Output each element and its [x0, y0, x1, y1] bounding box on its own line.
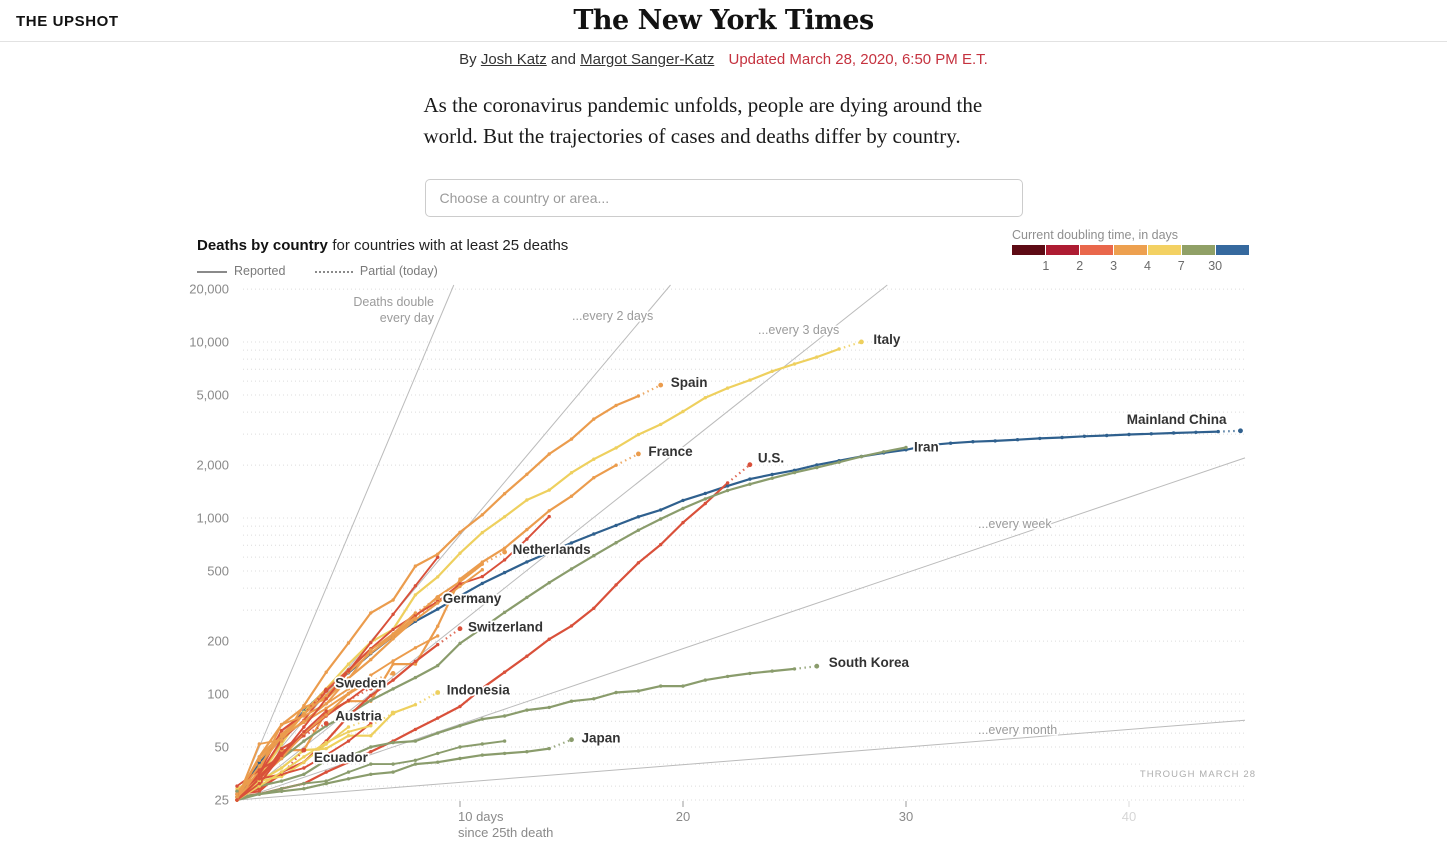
svg-text:since 25th death: since 25th death [458, 825, 553, 840]
series-italy[interactable] [236, 340, 862, 790]
doubling-tick-7: 7 [1177, 259, 1185, 273]
svg-text:...every month: ...every month [978, 723, 1057, 737]
date-annotation: THROUGH MARCH 28 [1140, 762, 1256, 783]
series-south-korea[interactable] [236, 665, 817, 793]
svg-text:200: 200 [207, 634, 229, 649]
series-unlabeled-9[interactable] [236, 635, 439, 795]
section-link-upshot[interactable]: THE UPSHOT [16, 13, 119, 30]
nyt-logo[interactable]: The New York Times [573, 5, 874, 36]
svg-text:South Korea: South Korea [829, 655, 910, 670]
svg-text:20: 20 [676, 809, 690, 824]
doubling-color-ramp [1012, 245, 1249, 255]
svg-text:...every 3 days: ...every 3 days [758, 323, 839, 337]
chart-title: Deaths by country [197, 237, 328, 254]
doubling-tick-4: 4 [1143, 259, 1151, 273]
svg-text:30: 30 [899, 809, 913, 824]
doubling-swatch-6 [1182, 245, 1215, 255]
author-link-2[interactable]: Margot Sanger-Katz [580, 51, 715, 68]
svg-text:10,000: 10,000 [189, 335, 229, 350]
gridlines [243, 288, 1246, 801]
doubling-legend-title: Current doubling time, in days [1012, 228, 1179, 242]
svg-text:100: 100 [207, 687, 229, 702]
series-iran[interactable] [236, 446, 907, 798]
doubling-swatch-7 [1216, 245, 1249, 255]
svg-text:France: France [648, 444, 693, 459]
doubling-swatch-3 [1080, 245, 1113, 255]
svg-text:U.S.: U.S. [758, 451, 784, 466]
updated-timestamp: Updated March 28, 2020, 6:50 PM E.T. [728, 51, 988, 68]
partial-label: Partial (today) [359, 264, 438, 278]
byline-prefix: By [459, 51, 477, 68]
doubling-tick-30: 30 [1208, 259, 1223, 273]
country-search-input[interactable] [424, 178, 1023, 217]
svg-text:50: 50 [215, 740, 229, 755]
doubling-time-legend: Current doubling time, in days 1 2 3 4 7 30 [1012, 228, 1249, 275]
svg-text:Spain: Spain [671, 375, 708, 390]
series-point-markers [235, 339, 1243, 802]
chart-header: Deaths by country for countries with at … [197, 237, 568, 278]
series-unlabeled-12[interactable] [236, 688, 350, 798]
partial-line-swatch [314, 270, 353, 273]
chart-subtitle: for countries with at least 25 deaths [332, 237, 569, 254]
series-us[interactable] [236, 463, 751, 799]
doubling-tick-labels: 1 2 3 4 7 30 [1012, 259, 1249, 275]
doubling-reference-labels: Deaths double every day ...every 2 days...… [352, 294, 1059, 739]
series-france[interactable] [236, 452, 639, 801]
doubling-reference-lines [236, 284, 1246, 801]
svg-text:5,000: 5,000 [196, 388, 229, 403]
author-link-1[interactable]: Josh Katz [480, 51, 547, 68]
reported-label: Reported [234, 264, 286, 278]
series-unlabeled-13[interactable] [236, 568, 483, 801]
svg-text:Austria: Austria [335, 709, 382, 724]
svg-text:...every week: ...every week [978, 517, 1052, 531]
svg-text:500: 500 [207, 564, 229, 579]
series-unlabeled-14[interactable] [236, 556, 439, 801]
svg-text:Deaths double: Deaths double [353, 295, 434, 309]
svg-text:THROUGH MARCH 28: THROUGH MARCH 28 [1140, 769, 1256, 780]
search-wrap [0, 178, 1447, 217]
svg-text:40: 40 [1122, 809, 1136, 824]
svg-text:Japan: Japan [582, 731, 621, 746]
svg-text:20,000: 20,000 [189, 282, 229, 297]
intro-paragraph: As the coronavirus pandemic unfolds, peo… [423, 93, 983, 148]
doubling-swatch-1 [1012, 245, 1045, 255]
svg-text:10 days: 10 days [458, 809, 504, 824]
byline: By Josh Katz and Margot Sanger-Katz Upda… [0, 51, 1447, 68]
svg-text:Netherlands: Netherlands [513, 542, 591, 557]
doubling-swatch-4 [1114, 245, 1147, 255]
svg-text:2,000: 2,000 [196, 458, 229, 473]
doubling-tick-3: 3 [1110, 259, 1118, 273]
doubling-swatch-5 [1148, 245, 1181, 255]
line-style-legend: Reported Partial (today) [197, 264, 568, 278]
doubling-tick-1: 1 [1042, 259, 1050, 273]
svg-text:Italy: Italy [873, 332, 901, 347]
svg-text:1,000: 1,000 [196, 511, 229, 526]
svg-text:...every 2 days: ...every 2 days [572, 309, 653, 323]
doubling-tick-2: 2 [1076, 259, 1084, 273]
svg-text:25: 25 [215, 793, 229, 808]
reported-line-swatch [197, 270, 227, 273]
svg-text:Mainland China: Mainland China [1127, 412, 1227, 427]
top-bar: THE UPSHOT The New York Times [0, 0, 1447, 42]
svg-text:Switzerland: Switzerland [468, 620, 543, 635]
doubling-swatch-2 [1046, 245, 1079, 255]
svg-text:every day: every day [380, 311, 435, 325]
byline-conjunction: and [550, 51, 576, 68]
y-axis-labels: 25 50 100 200 500 1,000 2,000 5,000 10,000 20,000 [189, 282, 229, 808]
